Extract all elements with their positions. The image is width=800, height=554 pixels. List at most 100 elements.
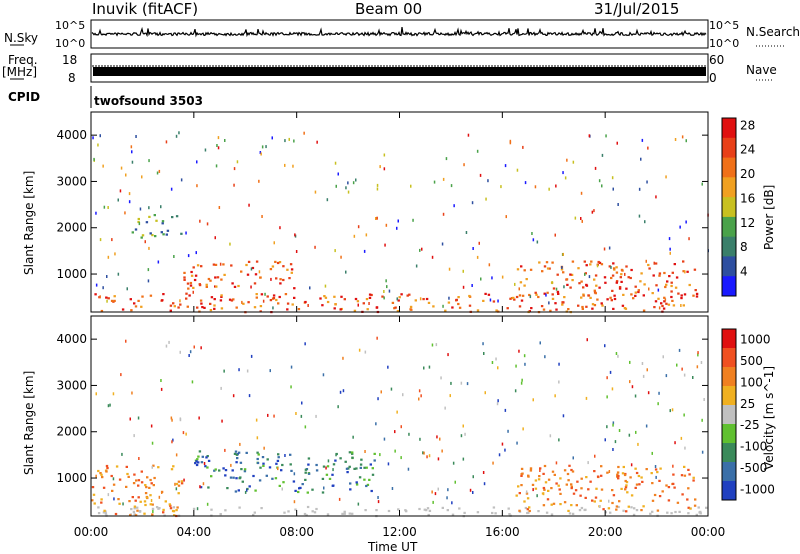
velocity-echo (129, 514, 132, 517)
power-scatter (165, 140, 168, 144)
power-scatter (610, 265, 612, 269)
velocity-scatter (293, 500, 296, 504)
velocity-echo (304, 478, 307, 481)
power-scatter (271, 136, 273, 140)
velocity-echo (358, 476, 362, 479)
power-echo (149, 232, 152, 235)
power-scatter (594, 166, 597, 170)
power-echo (289, 263, 293, 266)
power-scatter (259, 151, 262, 154)
velocity-echo (625, 481, 629, 484)
velocity-echo (550, 487, 553, 490)
velocity-echo (596, 475, 600, 478)
velocity-echo (591, 499, 594, 502)
power-scatter (368, 302, 370, 305)
power-echo (671, 271, 674, 274)
power-scatter (529, 295, 532, 299)
power-scatter (340, 255, 342, 259)
velocity-echo (365, 466, 368, 469)
power-scatter (501, 275, 504, 279)
nsky-tick-bottom: 10^0 (55, 37, 86, 50)
velocity-scatter (585, 396, 588, 400)
velocity-scatter (525, 490, 528, 494)
power-echo (620, 268, 624, 271)
xtick-label: 20:00 (588, 525, 623, 539)
velocity-scatter (300, 414, 303, 418)
nsky-trace (91, 26, 707, 38)
velocity-echo (423, 508, 426, 511)
power-echo (162, 233, 165, 236)
velocity-echo (364, 509, 367, 512)
power-echo (282, 265, 285, 268)
power-scatter (638, 214, 641, 218)
power-scatter (491, 276, 493, 280)
velocity-echo (359, 466, 362, 469)
velocity-colorbar-frame (721, 328, 737, 501)
power-scatter (685, 139, 687, 143)
velocity-echo (667, 499, 671, 502)
power-echo (513, 298, 516, 301)
velocity-scatter (188, 354, 190, 357)
velocity-echo (580, 506, 584, 510)
power-echo (554, 302, 557, 305)
velocity-echo (550, 513, 554, 516)
power-echo (180, 232, 183, 235)
power-scatter (591, 210, 594, 214)
power-echo (286, 268, 289, 271)
velocity-echo (172, 506, 176, 509)
power-echo (557, 292, 560, 295)
power-scatter (114, 252, 116, 256)
power-echo (145, 221, 149, 224)
velocity-scatter (452, 461, 455, 465)
power-scatter (303, 131, 305, 135)
velocity-echo (630, 494, 634, 497)
velocity-scatter (635, 430, 637, 434)
velocity-echo (305, 514, 308, 517)
velocity-echo (234, 490, 238, 493)
power-scatter (236, 160, 239, 164)
velocity-scatter (408, 432, 410, 436)
power-echo (255, 293, 258, 296)
power-scatter (326, 198, 329, 202)
velocity-echo (580, 487, 583, 490)
velocity-scatter (200, 346, 202, 350)
velocity-scatter (191, 380, 194, 384)
velocity-echo (326, 465, 330, 468)
power-scatter (383, 296, 385, 300)
power-scatter (148, 206, 150, 210)
velocity-scatter (464, 432, 466, 436)
power-scatter (584, 272, 586, 276)
velocity-scatter (544, 355, 546, 359)
velocity-echo (674, 510, 677, 514)
velocity-echo (341, 512, 344, 515)
velocity-echo (542, 486, 546, 490)
power-echo (612, 307, 615, 310)
velocity-echo (623, 473, 627, 477)
velocity-scatter (339, 390, 342, 394)
power-echo (611, 289, 614, 292)
power-echo (354, 297, 358, 301)
velocity-echo (206, 466, 209, 469)
velocity-echo (245, 451, 248, 454)
power-colorbar-tick: 4 (740, 265, 748, 279)
power-scatter (261, 145, 264, 149)
power-scatter (545, 293, 547, 297)
velocity-echo (612, 494, 616, 497)
velocity-echo (347, 467, 350, 470)
velocity-scatter (608, 470, 611, 473)
power-scatter (147, 268, 150, 272)
power-scatter (248, 203, 250, 207)
velocity-echo (143, 500, 147, 503)
velocity-echo (606, 471, 609, 474)
power-echo (582, 294, 585, 297)
velocity-scatter (223, 369, 225, 373)
power-echo (612, 262, 615, 265)
power-scatter (421, 247, 423, 251)
power-echo (293, 287, 296, 290)
power-echo (148, 215, 151, 218)
power-echo (613, 297, 617, 301)
power-scatter (131, 160, 134, 164)
velocity-echo (224, 469, 228, 472)
velocity-echo (175, 509, 178, 512)
power-echo (188, 294, 191, 297)
